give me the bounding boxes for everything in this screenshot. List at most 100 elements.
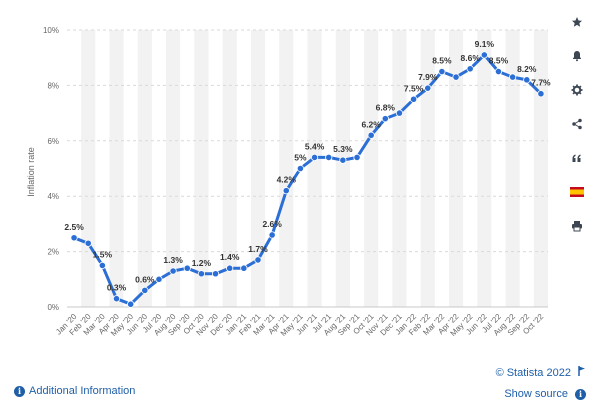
gear-icon[interactable]: [565, 78, 589, 102]
data-point: [197, 270, 205, 278]
data-point: [438, 67, 446, 76]
plot-band: [477, 30, 492, 307]
plot-band: [392, 30, 407, 307]
data-label: 4.2%: [277, 175, 297, 185]
y-tick-label: 6%: [47, 137, 59, 146]
data-point: [211, 270, 220, 278]
data-label: 2.5%: [64, 222, 84, 232]
data-label: 8.5%: [432, 56, 452, 66]
y-tick-label: 4%: [47, 192, 59, 201]
data-point: [127, 300, 135, 308]
show-source-link[interactable]: Show source i: [504, 388, 586, 400]
flag-icon: [578, 366, 586, 379]
plot-band: [420, 30, 435, 307]
statista-copyright[interactable]: © Statista 2022: [496, 366, 586, 379]
series-line: [73, 53, 542, 306]
data-point: [112, 295, 121, 303]
spain-flag-icon[interactable]: [565, 180, 589, 204]
plot-band: [194, 30, 209, 307]
plot-bands: [81, 30, 548, 307]
data-point: [84, 239, 92, 247]
data-point: [494, 67, 503, 76]
y-tick-label: 10%: [43, 26, 59, 35]
data-point: [296, 164, 305, 173]
data-point: [381, 115, 389, 123]
data-point: [268, 231, 276, 239]
data-point: [339, 156, 347, 164]
plot-band: [166, 30, 181, 307]
data-point: [325, 153, 333, 162]
data-point: [537, 90, 545, 98]
additional-information-link[interactable]: i Additional Information: [14, 385, 135, 397]
star-icon[interactable]: [565, 10, 589, 34]
plot-band: [364, 30, 379, 307]
print-icon[interactable]: [565, 214, 589, 238]
plot-band: [250, 30, 266, 307]
data-label: 0.3%: [107, 283, 127, 293]
data-label: 7.9%: [418, 72, 438, 82]
data-label: 1.7%: [248, 244, 268, 254]
data-point: [424, 84, 432, 92]
data-point: [523, 76, 531, 84]
plot-band: [81, 30, 96, 307]
plot-band: [448, 30, 464, 307]
data-point: [452, 73, 460, 81]
y-axis-label: Inflation rate: [26, 147, 36, 197]
y-axis: 0% 2% 4% 6% 8% 10%: [43, 26, 59, 312]
data-point: [141, 286, 149, 294]
data-label: 5.4%: [305, 141, 325, 151]
data-label: 5.3%: [333, 144, 353, 154]
data-point: [353, 153, 361, 162]
data-label: 6.8%: [376, 103, 396, 113]
data-label: 0.6%: [135, 274, 155, 284]
data-label: 1.5%: [93, 249, 113, 259]
data-point: [70, 234, 78, 242]
data-label: 8.6%: [461, 53, 481, 63]
data-point: [254, 256, 262, 264]
data-point: [410, 95, 418, 103]
plot-band: [109, 30, 124, 307]
data-point: [282, 187, 290, 195]
data-point: [367, 131, 375, 139]
line-chart: 0% 2% 4% 6% 8% 10% Inflation rate Jan '20Feb …: [26, 26, 551, 338]
y-tick-label: 0%: [47, 303, 59, 312]
data-point: [480, 51, 488, 59]
data-labels: 2.5% 1.5% 0.3% 0.6% 1.3% 1.2% 1.4% 1.7% 2.6% 4.2%…: [64, 39, 551, 293]
data-point: [240, 264, 248, 272]
data-point: [98, 261, 106, 270]
data-point: [226, 264, 234, 272]
data-point: [183, 264, 191, 272]
data-label: 1.4%: [220, 252, 240, 262]
data-label: 7.7%: [531, 78, 551, 88]
data-point: [155, 275, 163, 283]
plot-band: [505, 30, 520, 307]
data-point: [509, 73, 517, 81]
data-points: [70, 51, 545, 308]
share-icon[interactable]: [565, 112, 589, 136]
plot-band: [307, 30, 322, 307]
sidebar-toolbar: [555, 0, 600, 360]
data-label: 7.5%: [404, 83, 424, 93]
data-label: 1.3%: [163, 255, 183, 265]
plot-band: [222, 30, 237, 307]
grid-lines: [67, 29, 548, 308]
data-label: 8.5%: [489, 56, 509, 66]
data-label: 5%: [294, 153, 307, 163]
quote-icon[interactable]: [565, 146, 589, 170]
plot-band: [533, 30, 548, 307]
data-label: 8.2%: [517, 64, 537, 74]
bell-icon[interactable]: [565, 44, 589, 68]
data-point: [169, 267, 177, 275]
data-point: [466, 65, 474, 73]
y-tick-label: 8%: [47, 81, 59, 90]
data-point: [395, 109, 404, 117]
y-tick-label: 2%: [47, 248, 59, 257]
plot-band: [137, 30, 152, 307]
plot-band: [279, 30, 294, 307]
info-circle-icon: i: [14, 386, 25, 397]
data-label: 1.2%: [192, 258, 212, 268]
data-label: 9.1%: [475, 39, 495, 49]
data-label: 6.2%: [361, 119, 381, 129]
data-label: 2.6%: [262, 219, 282, 229]
